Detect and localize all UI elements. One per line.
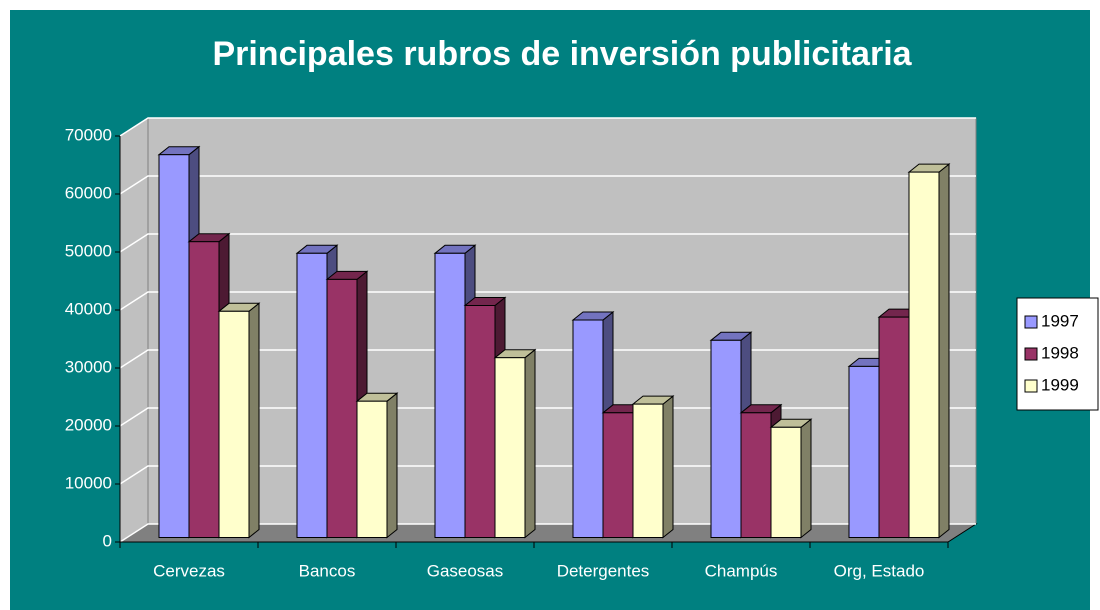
bar-face: [572, 319, 604, 538]
y-tick-label: 30000: [65, 357, 112, 376]
bar-face: [386, 392, 398, 539]
bar-face: [710, 339, 742, 538]
bar: [217, 302, 261, 539]
x-tick-label: Champús: [705, 561, 778, 580]
bar-face: [908, 171, 940, 538]
y-tick-label: 10000: [65, 473, 112, 492]
bar-face: [464, 305, 496, 538]
bar-face: [800, 418, 812, 539]
legend-label: 1997: [1041, 311, 1079, 330]
bar-face: [524, 348, 536, 539]
x-tick-label: Bancos: [299, 561, 356, 580]
y-tick-label: 70000: [65, 125, 112, 144]
x-tick-label: Gaseosas: [427, 561, 504, 580]
grid-line: [119, 465, 976, 485]
grid-line: [119, 117, 976, 137]
bar-face: [296, 252, 328, 539]
bar: [355, 392, 399, 539]
grid-line: [119, 175, 976, 195]
bar: [631, 395, 675, 539]
bar-face: [662, 395, 674, 539]
chart-title: Principales rubros de inversión publicit…: [212, 35, 912, 73]
bar-face: [848, 365, 880, 538]
bar-face: [158, 154, 190, 538]
y-tick-label: 60000: [65, 183, 112, 202]
y-tick-label: 40000: [65, 299, 112, 318]
bar-face: [188, 241, 220, 538]
bar-face: [878, 316, 910, 538]
bar-face: [740, 412, 772, 538]
bar-face: [632, 403, 664, 538]
bar-face: [218, 310, 250, 538]
bar: [769, 418, 813, 539]
legend-swatch: [1024, 379, 1038, 393]
grid-line: [119, 291, 976, 311]
bar-face: [770, 426, 802, 538]
y-tick-label: 50000: [65, 241, 112, 260]
grid-line: [119, 349, 976, 369]
bar-face: [326, 278, 358, 538]
legend-swatch: [1024, 315, 1038, 329]
bar-face: [248, 302, 260, 539]
grid-line: [119, 407, 976, 427]
side-wall: [119, 117, 149, 543]
legend-swatch: [1024, 347, 1038, 361]
x-tick-label: Org, Estado: [834, 561, 925, 580]
legend-label: 1999: [1041, 375, 1079, 394]
x-tick-label: Cervezas: [153, 561, 225, 580]
bar-face: [434, 252, 466, 539]
grid-line: [119, 233, 976, 253]
bar: [493, 348, 537, 539]
bar-face: [602, 412, 634, 538]
y-tick-label: 0: [103, 531, 112, 550]
bar-face: [938, 163, 950, 539]
bar-face: [356, 400, 388, 539]
legend-label: 1998: [1041, 343, 1079, 362]
x-tick-label: Detergentes: [557, 561, 650, 580]
y-tick-label: 20000: [65, 415, 112, 434]
grid-line: [119, 523, 976, 543]
bar-face: [494, 357, 526, 539]
bar: [907, 163, 951, 539]
